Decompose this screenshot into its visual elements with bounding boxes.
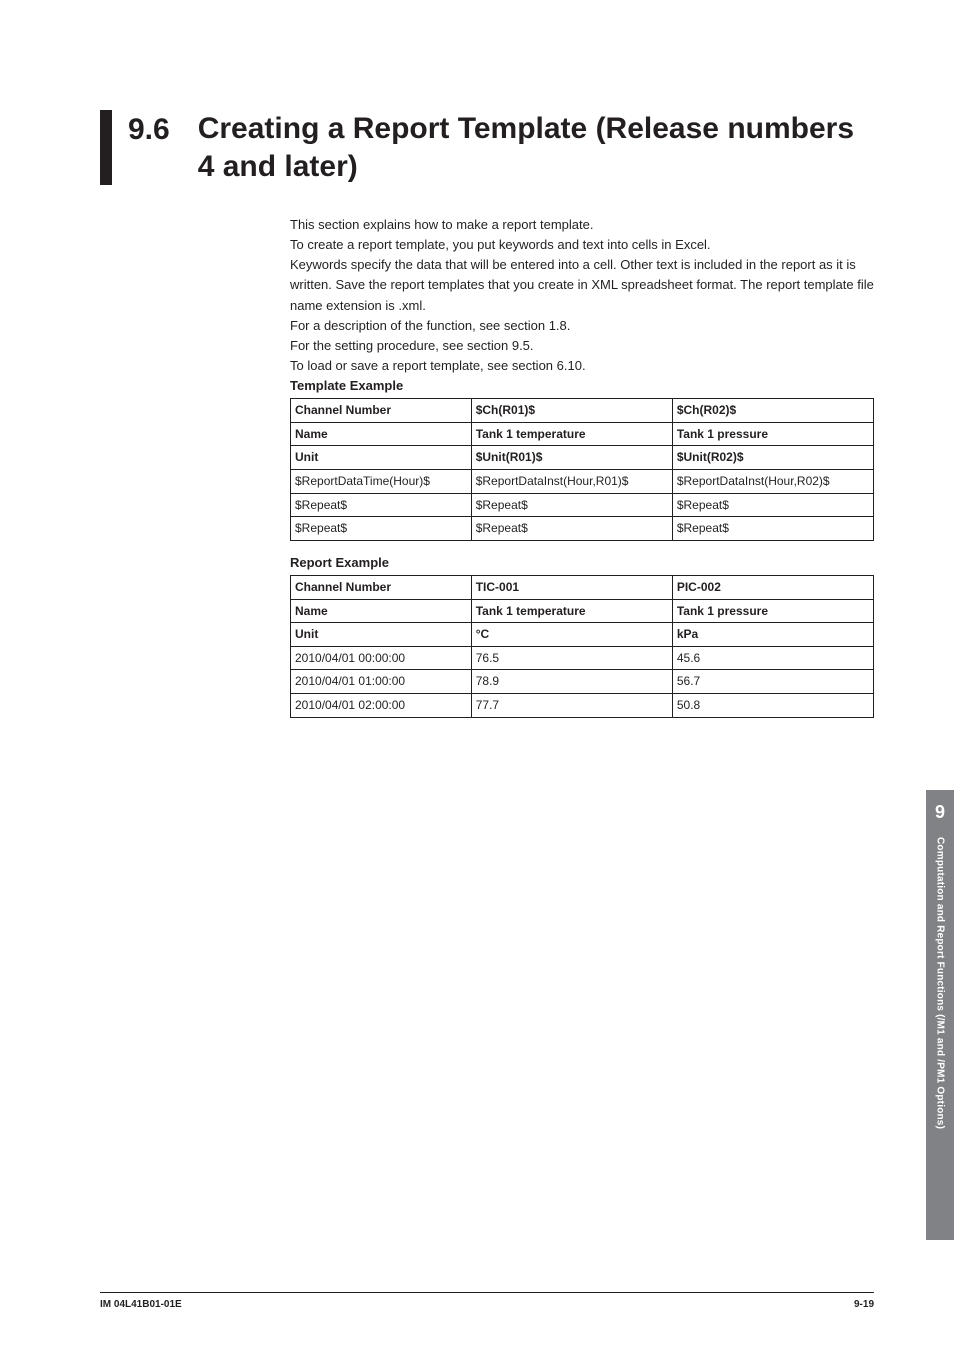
cell: $Ch(R01)$ [471,399,672,423]
cell: Unit [291,623,472,647]
cell: Channel Number [291,399,472,423]
cell: $Unit(R01)$ [471,446,672,470]
footer-page-number: 9-19 [854,1299,874,1310]
cell: 2010/04/01 00:00:00 [291,646,472,670]
intro-p5: For the setting procedure, see section 9… [290,336,874,356]
table-row: $Repeat$ $Repeat$ $Repeat$ [291,517,874,541]
cell: $Repeat$ [672,493,873,517]
heading-bar [100,110,112,185]
section-number: 9.6 [128,110,170,148]
cell: Channel Number [291,575,472,599]
section-title-line2: 4 and later) [198,150,358,183]
intro-p4: For a description of the function, see s… [290,316,874,336]
cell: Tank 1 temperature [471,599,672,623]
page-footer: IM 04L41B01-01E 9-19 [100,1292,874,1310]
cell: $ReportDataTime(Hour)$ [291,470,472,494]
cell: kPa [672,623,873,647]
cell: $Unit(R02)$ [672,446,873,470]
cell: PIC-002 [672,575,873,599]
cell: 2010/04/01 02:00:00 [291,693,472,717]
cell: $Repeat$ [471,517,672,541]
table-row: 2010/04/01 02:00:00 77.7 50.8 [291,693,874,717]
table-row: Channel Number $Ch(R01)$ $Ch(R02)$ [291,399,874,423]
footer-doc-id: IM 04L41B01-01E [100,1299,182,1310]
table-row: 2010/04/01 00:00:00 76.5 45.6 [291,646,874,670]
table-row: Name Tank 1 temperature Tank 1 pressure [291,599,874,623]
cell: $Repeat$ [672,517,873,541]
cell: TIC-001 [471,575,672,599]
cell: Tank 1 pressure [672,599,873,623]
table-row: 2010/04/01 01:00:00 78.9 56.7 [291,670,874,694]
section-heading: 9.6 Creating a Report Template (Release … [100,110,874,185]
table-row: $Repeat$ $Repeat$ $Repeat$ [291,493,874,517]
chapter-side-tab: 9 Computation and Report Functions (/M1 … [926,790,954,1240]
cell: Tank 1 temperature [471,422,672,446]
table-row: $ReportDataTime(Hour)$ $ReportDataInst(H… [291,470,874,494]
cell: $Ch(R02)$ [672,399,873,423]
report-example-heading: Report Example [290,553,874,573]
cell: 2010/04/01 01:00:00 [291,670,472,694]
cell: 76.5 [471,646,672,670]
cell: Unit [291,446,472,470]
cell: Tank 1 pressure [672,422,873,446]
cell: °C [471,623,672,647]
table-row: Unit $Unit(R01)$ $Unit(R02)$ [291,446,874,470]
section-title-line1: Creating a Report Template (Release numb… [198,112,854,145]
intro-p6: To load or save a report template, see s… [290,356,874,376]
body-content: This section explains how to make a repo… [290,215,874,718]
cell: 50.8 [672,693,873,717]
cell: Name [291,599,472,623]
section-title: Creating a Report Template (Release numb… [198,110,874,185]
cell: $ReportDataInst(Hour,R02)$ [672,470,873,494]
template-example-heading: Template Example [290,376,874,396]
table-row: Channel Number TIC-001 PIC-002 [291,575,874,599]
cell: Name [291,422,472,446]
table-row: Name Tank 1 temperature Tank 1 pressure [291,422,874,446]
cell: $Repeat$ [291,493,472,517]
cell: 45.6 [672,646,873,670]
cell: $ReportDataInst(Hour,R01)$ [471,470,672,494]
cell: 78.9 [471,670,672,694]
intro-p3: Keywords specify the data that will be e… [290,255,874,315]
cell: 77.7 [471,693,672,717]
cell: $Repeat$ [471,493,672,517]
report-example-table: Channel Number TIC-001 PIC-002 Name Tank… [290,575,874,718]
template-example-table: Channel Number $Ch(R01)$ $Ch(R02)$ Name … [290,398,874,541]
intro-p1: This section explains how to make a repo… [290,215,874,235]
table-row: Unit °C kPa [291,623,874,647]
chapter-number: 9 [935,802,945,823]
cell: $Repeat$ [291,517,472,541]
cell: 56.7 [672,670,873,694]
intro-p2: To create a report template, you put key… [290,235,874,255]
chapter-label: Computation and Report Functions (/M1 an… [935,837,946,1129]
